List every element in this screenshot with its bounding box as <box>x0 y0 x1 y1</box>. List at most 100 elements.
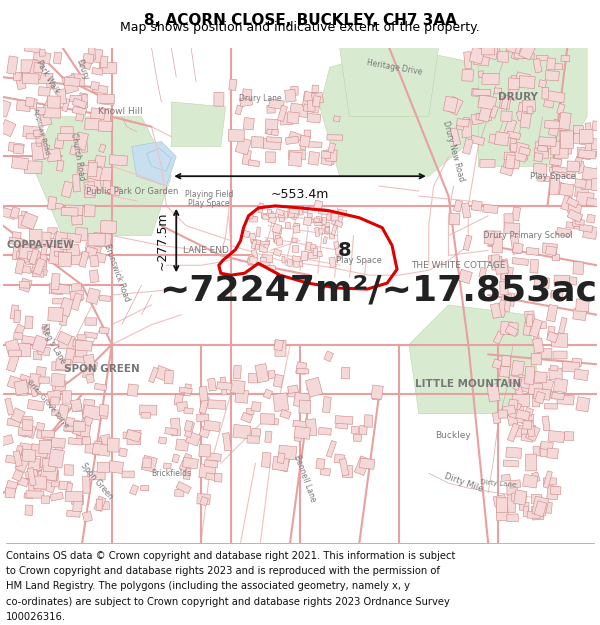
Bar <box>335 246 343 255</box>
Bar <box>34 62 43 72</box>
Bar <box>72 106 86 115</box>
Bar <box>7 376 22 389</box>
Bar <box>273 374 284 388</box>
Bar <box>533 163 547 174</box>
Bar <box>506 408 518 426</box>
Bar <box>320 468 331 476</box>
Bar <box>299 136 310 148</box>
Bar <box>279 217 284 222</box>
Bar <box>538 137 556 147</box>
Bar <box>43 324 50 334</box>
Bar <box>314 228 320 236</box>
Bar <box>33 258 46 276</box>
Bar <box>461 202 471 218</box>
Bar <box>494 88 502 94</box>
Bar <box>364 415 373 428</box>
Bar <box>64 426 80 431</box>
Text: co-ordinates) are subject to Crown copyright and database rights 2023 Ordnance S: co-ordinates) are subject to Crown copyr… <box>6 596 450 606</box>
Bar <box>293 392 310 408</box>
Bar <box>12 469 23 481</box>
Text: ~277.5m: ~277.5m <box>155 211 169 270</box>
Bar <box>89 161 102 167</box>
Bar <box>107 438 119 452</box>
Bar <box>197 494 210 504</box>
Bar <box>505 325 518 337</box>
Bar <box>81 136 88 152</box>
Bar <box>94 383 107 391</box>
Bar <box>46 449 60 464</box>
Bar <box>536 56 548 61</box>
Bar <box>266 137 282 142</box>
Bar <box>67 510 80 518</box>
Bar <box>83 476 90 493</box>
Bar <box>274 339 284 351</box>
Bar <box>55 247 70 260</box>
Bar <box>519 503 529 511</box>
Bar <box>277 105 287 122</box>
Bar <box>334 242 339 248</box>
Bar <box>533 328 539 344</box>
Bar <box>223 432 232 451</box>
Bar <box>305 419 317 436</box>
Bar <box>50 492 64 501</box>
Bar <box>480 91 487 104</box>
Bar <box>516 110 528 121</box>
Bar <box>31 142 45 160</box>
Bar <box>504 294 511 311</box>
Bar <box>7 56 18 74</box>
Bar <box>95 167 112 181</box>
Bar <box>302 92 316 108</box>
Bar <box>103 181 111 192</box>
Bar <box>557 103 565 114</box>
Bar <box>304 130 311 139</box>
Bar <box>315 222 323 226</box>
Bar <box>32 473 47 483</box>
Bar <box>296 362 307 374</box>
Bar <box>511 41 523 60</box>
Bar <box>185 431 201 446</box>
Bar <box>179 453 192 471</box>
Bar <box>208 378 217 391</box>
Bar <box>51 438 65 448</box>
Bar <box>18 216 32 229</box>
Bar <box>491 38 501 54</box>
Bar <box>247 436 259 443</box>
Bar <box>517 374 526 385</box>
Bar <box>560 183 574 196</box>
Bar <box>37 346 50 356</box>
Bar <box>109 154 128 166</box>
Bar <box>82 399 95 416</box>
Bar <box>52 362 64 371</box>
Bar <box>261 213 267 219</box>
Bar <box>84 205 95 217</box>
Bar <box>577 148 589 158</box>
Bar <box>267 105 275 113</box>
Bar <box>266 129 277 135</box>
Bar <box>19 281 30 288</box>
Bar <box>341 367 350 379</box>
Bar <box>28 479 40 498</box>
Bar <box>66 482 73 498</box>
Bar <box>520 112 532 128</box>
Bar <box>14 72 26 90</box>
Bar <box>556 228 571 237</box>
Bar <box>175 489 184 496</box>
Bar <box>62 391 71 404</box>
Bar <box>176 481 191 494</box>
Bar <box>258 203 263 213</box>
Bar <box>509 376 520 384</box>
Bar <box>251 137 264 148</box>
Bar <box>14 310 21 323</box>
Bar <box>572 358 582 367</box>
Bar <box>464 52 472 69</box>
Bar <box>248 261 253 265</box>
Bar <box>303 206 308 213</box>
Bar <box>597 158 600 169</box>
Bar <box>287 259 293 267</box>
Bar <box>5 488 16 498</box>
Bar <box>288 388 295 397</box>
Bar <box>61 239 71 250</box>
Bar <box>26 426 37 439</box>
Bar <box>303 104 319 113</box>
Bar <box>250 216 257 220</box>
